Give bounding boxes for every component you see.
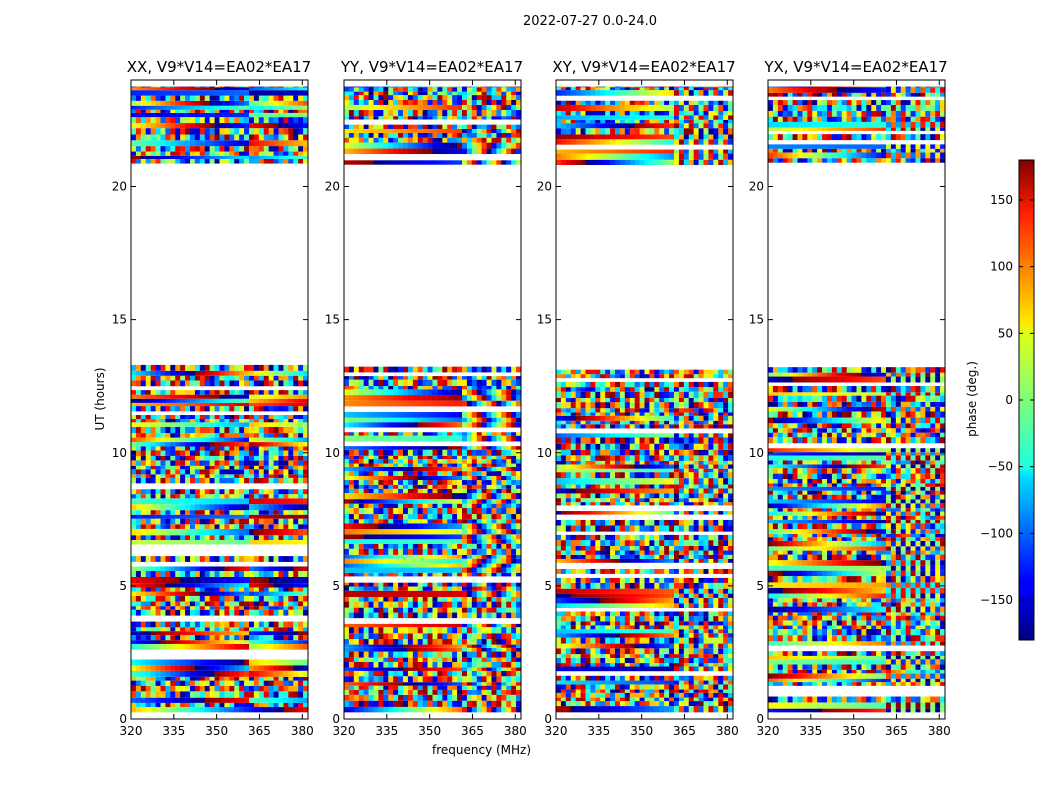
y-tick-label: 5	[756, 579, 764, 593]
x-tick-label: 335	[587, 724, 610, 738]
plot-frame	[130, 79, 309, 720]
x-tick-label: 365	[885, 724, 908, 738]
panel-xx: 0 5 10 15 20 320 335 350 365 380	[112, 79, 314, 738]
x-tick-label: 320	[757, 724, 780, 738]
x-tick-label: 320	[333, 724, 356, 738]
y-tick-label: 15	[325, 313, 340, 327]
y-tick-label: 5	[544, 579, 552, 593]
y-tick-label: 10	[325, 446, 340, 460]
y-tick-label: 5	[119, 579, 127, 593]
figure-title: 2022-07-27 0.0-24.0	[523, 14, 657, 29]
panel-yy: 0 5 10 15 20 320 335 350 365 380	[325, 79, 527, 738]
x-tick-label: 350	[418, 724, 441, 738]
panel-title-xx: XX, V9*V14=EA02*EA17	[126, 58, 312, 76]
x-tick-label: 350	[842, 724, 865, 738]
x-tick-label: 335	[375, 724, 398, 738]
y-tick-label: 20	[112, 180, 127, 194]
y-tick-label: 15	[749, 313, 764, 327]
panel-xy: 0 5 10 15 20 320 335 350 365 380	[537, 79, 739, 738]
y-tick-label: 20	[537, 180, 552, 194]
plot-frame	[767, 79, 946, 720]
plot-frame	[555, 79, 734, 720]
x-tick-label: 365	[461, 724, 484, 738]
x-tick-label: 350	[630, 724, 653, 738]
y-tick-label: 10	[749, 446, 764, 460]
phase-heatmap-yy	[344, 86, 522, 713]
y-tick-label: 15	[537, 313, 552, 327]
x-tick-label: 380	[928, 724, 951, 738]
colorbar-tick-label: 150	[990, 193, 1013, 207]
y-axis-label: UT (hours)	[93, 367, 107, 431]
y-tick-label: 20	[749, 180, 764, 194]
y-tick-label: 0	[332, 712, 340, 726]
y-tick-label: 0	[544, 712, 552, 726]
colorbar-tick-label: −50	[988, 460, 1013, 474]
panel-title-yx: YX, V9*V14=EA02*EA17	[764, 58, 948, 76]
colorbar-tick-label: 0	[1005, 393, 1013, 407]
x-tick-label: 320	[120, 724, 143, 738]
y-tick-label: 0	[119, 712, 127, 726]
y-tick-label: 5	[332, 579, 340, 593]
x-tick-label: 335	[162, 724, 185, 738]
phase-heatmap-yx	[768, 86, 946, 713]
plot-frame	[343, 79, 522, 720]
colorbar-tick-label: 100	[990, 260, 1013, 274]
x-tick-label: 365	[248, 724, 271, 738]
colorbar-tick-label: 50	[998, 326, 1013, 340]
panel-title-xy: XY, V9*V14=EA02*EA17	[552, 58, 736, 76]
y-tick-label: 10	[537, 446, 552, 460]
x-tick-label: 380	[291, 724, 314, 738]
colorbar-tick-label: −100	[980, 526, 1013, 540]
x-tick-label: 335	[799, 724, 822, 738]
x-tick-label: 380	[504, 724, 527, 738]
y-tick-label: 10	[112, 446, 127, 460]
x-tick-label: 350	[205, 724, 228, 738]
panel-title-yy: YY, V9*V14=EA02*EA17	[340, 58, 524, 76]
colorbar-tick-label: −150	[980, 593, 1013, 607]
phase-heatmap-xy	[556, 86, 734, 713]
x-tick-label: 320	[545, 724, 568, 738]
y-tick-label: 20	[325, 180, 340, 194]
x-tick-label: 365	[673, 724, 696, 738]
panel-yx: 0 5 10 15 20 320 335 350 365 380	[749, 79, 951, 738]
y-tick-label: 0	[756, 712, 764, 726]
colorbar-label: phase (deg.)	[965, 361, 979, 437]
y-tick-label: 15	[112, 313, 127, 327]
phase-heatmap-xx	[131, 86, 309, 713]
x-axis-label: frequency (MHz)	[432, 743, 532, 757]
x-tick-label: 380	[716, 724, 739, 738]
